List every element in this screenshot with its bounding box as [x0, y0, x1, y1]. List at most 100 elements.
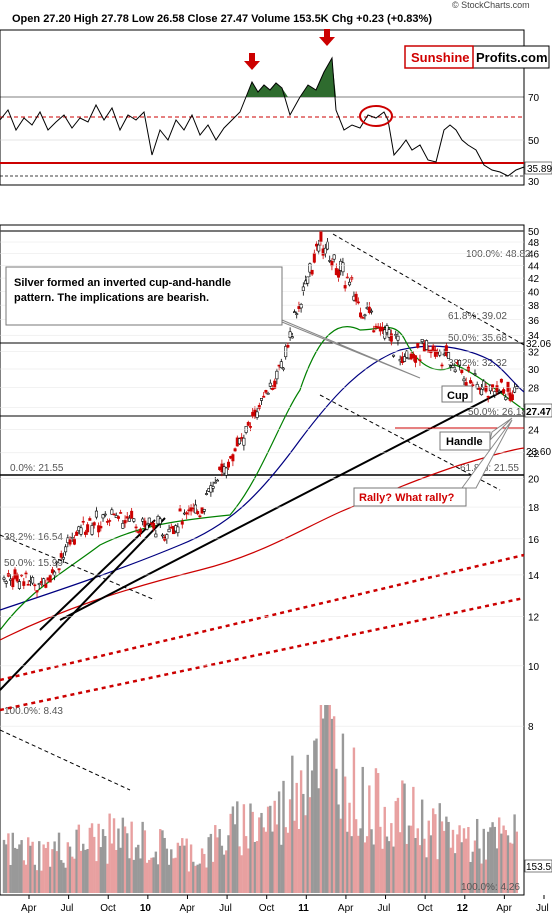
ohlc-header: Open 27.20 High 27.78 Low 26.58 Close 27…: [12, 13, 432, 25]
volume-bar: [324, 705, 327, 893]
volume-bar: [326, 705, 329, 893]
volume-bar: [379, 826, 382, 893]
volume-bar: [207, 837, 210, 893]
price-tick-label: 38: [528, 301, 540, 312]
candle-body: [405, 350, 409, 358]
volume-bar: [328, 705, 331, 893]
candle-body: [86, 524, 90, 533]
volume-bar: [196, 864, 199, 893]
volume-bar: [27, 837, 30, 893]
volume-bar: [211, 861, 215, 893]
candle-body: [262, 395, 266, 398]
fib-0-label: 0.0%: 21.55: [10, 463, 64, 474]
candle-body: [255, 411, 259, 418]
price-tick-label: 36: [528, 316, 540, 327]
volume-bar: [456, 834, 459, 893]
volume-bar: [504, 830, 507, 893]
price-tick-label: 12: [528, 613, 540, 624]
candle-body: [224, 467, 228, 476]
candle-body: [513, 387, 517, 393]
volume-bar: [53, 841, 56, 893]
ma-short-line: [0, 326, 525, 631]
volume-bar: [218, 829, 221, 893]
candle-body: [271, 387, 275, 390]
volume-bar: [181, 838, 184, 893]
price-tick-label: 16: [528, 535, 540, 546]
candle-body: [383, 329, 387, 339]
candle-body: [326, 241, 330, 250]
volume-bar: [376, 773, 380, 893]
volume-bar: [332, 716, 336, 893]
candle-body: [158, 518, 162, 525]
volume-bar: [73, 858, 76, 893]
volume-bar: [515, 831, 518, 893]
price-tick-label: 48: [528, 238, 540, 249]
candle-body: [248, 426, 252, 428]
candle-body: [4, 581, 8, 584]
candle-body: [414, 355, 418, 363]
candle-body: [226, 461, 230, 468]
volume-bar: [447, 821, 450, 893]
volume-bar: [354, 819, 358, 893]
volume-bar: [233, 824, 237, 893]
candle-body: [154, 533, 158, 538]
candle-body: [143, 520, 147, 527]
candle-body: [425, 340, 429, 350]
candle-body: [121, 523, 125, 529]
candle-body: [319, 231, 323, 242]
volume-bar: [189, 844, 193, 893]
candle-body: [458, 359, 462, 366]
candle-body: [176, 526, 180, 534]
volume-bar: [308, 797, 312, 893]
volume-bar: [22, 860, 26, 893]
rsi-highlight-circle: [359, 105, 393, 127]
candle-body: [75, 531, 79, 536]
volume-bar: [462, 828, 466, 893]
candle-body: [24, 572, 28, 575]
candle-body: [132, 518, 136, 522]
volume-bar: [445, 816, 448, 893]
volume-bar: [414, 837, 417, 893]
candle-body: [165, 534, 169, 539]
volume-bar: [20, 840, 23, 893]
candle-body: [259, 398, 263, 401]
volume-bar: [38, 841, 41, 893]
volume-bar: [99, 847, 103, 893]
volume-bar: [423, 838, 426, 893]
volume-bar: [403, 783, 406, 893]
candle-body: [33, 584, 37, 587]
fib-500-left-label: 50.0%: 15.99: [4, 558, 63, 569]
credit: © StockCharts.com: [452, 0, 530, 10]
price-tick-label: 20: [528, 475, 540, 486]
volume-bar: [214, 825, 217, 893]
red-arrow-icon: [319, 29, 335, 46]
volume-bar: [365, 836, 369, 893]
candle-body: [295, 313, 299, 315]
volume-bar: [291, 755, 294, 893]
volume-bar: [495, 848, 499, 893]
volume-bar: [297, 828, 301, 893]
volume-bar: [264, 831, 268, 893]
volume-bar: [130, 821, 133, 893]
volume-bar: [473, 840, 477, 893]
volume-bar: [319, 705, 323, 893]
volume-bar: [438, 803, 441, 893]
volume-bar: [434, 814, 437, 893]
price-tick-label: 24: [528, 425, 540, 436]
level-3206-label: 32.06: [526, 339, 551, 350]
candle-body: [108, 520, 112, 522]
volume-bar: [79, 850, 83, 893]
volume-bar: [35, 870, 39, 893]
volume-bar: [163, 837, 166, 893]
candle-body: [385, 325, 389, 333]
volume-bar: [405, 843, 408, 893]
ma-mid-line: [0, 345, 525, 611]
volume-bar: [330, 718, 334, 893]
x-tick-label: Jul: [61, 903, 74, 914]
volume-bar: [119, 847, 122, 893]
x-tick-label: Apr: [21, 903, 37, 914]
x-tick-label: Apr: [496, 903, 512, 914]
candle-body: [26, 583, 30, 586]
volume-bar: [156, 864, 160, 893]
volume-bar: [478, 848, 481, 893]
